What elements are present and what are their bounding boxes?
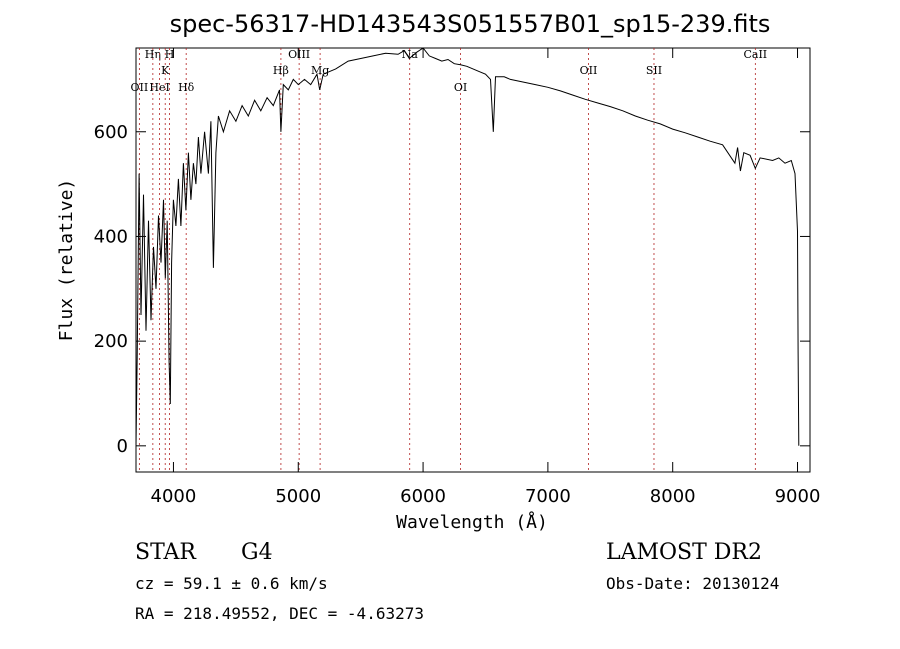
x-tick-label: 6000 <box>400 486 446 507</box>
y-tick-label: 0 <box>117 436 128 457</box>
spectral-line-label: OII <box>131 81 149 94</box>
object-class: STAR <box>135 540 196 565</box>
x-tick-label: 7000 <box>525 486 571 507</box>
spectral-line-label: Na <box>402 48 419 61</box>
x-tick-label: 4000 <box>151 486 197 507</box>
x-tick-label: 9000 <box>775 486 821 507</box>
coordinates: RA = 218.49552, DEC = -4.63273 <box>135 604 424 623</box>
plot-frame <box>135 47 811 473</box>
spectral-line-label: CaII <box>743 48 767 61</box>
y-axis-label: Flux (relative) <box>56 179 77 342</box>
observation-date: Obs-Date: 20130124 <box>606 574 780 593</box>
x-axis-label: Wavelength (Å) <box>396 511 548 533</box>
spectrum-line <box>135 47 800 446</box>
y-tick-label: 600 <box>94 122 128 143</box>
spectral-line-label: HeI <box>149 81 169 94</box>
spectral-line-label: SII <box>646 64 662 77</box>
spectral-line-label: Hδ <box>178 81 195 94</box>
y-tick-label: 400 <box>94 226 128 247</box>
spectral-line-label: OIII <box>288 48 310 61</box>
chart-title: spec-56317-HD143543S051557B01_sp15-239.f… <box>170 10 771 38</box>
x-tick-label: 5000 <box>275 486 321 507</box>
spectral-line-label: H <box>165 48 175 61</box>
spectral-line-label: OII <box>580 64 598 77</box>
redshift-value: cz = 59.1 ± 0.6 km/s <box>135 574 328 593</box>
y-tick-label: 200 <box>94 331 128 352</box>
spectral-line-label: K <box>161 64 170 77</box>
object-subclass: G4 <box>241 540 273 565</box>
x-tick-label: 8000 <box>650 486 696 507</box>
axis-ticks: 4000 5000 6000 7000 8000 9000 0 200 400 600 <box>94 48 821 507</box>
spectral-line-label: OI <box>454 81 467 94</box>
survey-name: LAMOST DR2 <box>606 540 762 565</box>
spectral-line-label: Mg <box>311 64 329 77</box>
spectral-line-label: Hβ <box>273 64 289 77</box>
spectral-line-label: Hη <box>145 48 161 61</box>
